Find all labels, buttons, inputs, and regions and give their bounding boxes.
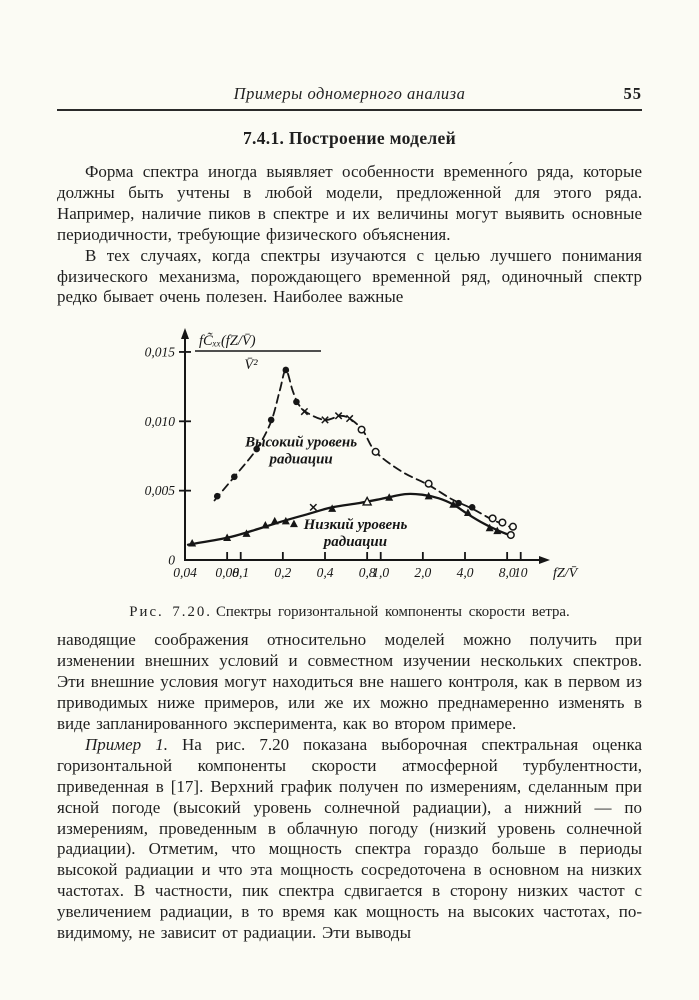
figure-7-20: 0 0,005 0,010 0,015 0,04 0,08 0,1 0,2 0,4 0,8 1,0 2…: [110, 312, 590, 621]
y-axis-label-denominator: V̄²: [244, 357, 258, 373]
y-tick-label: 0,010: [145, 414, 176, 429]
marker-filled-triangle: [281, 517, 290, 525]
spectrum-chart: 0 0,005 0,010 0,015 0,04 0,080,1 0,2 0,4 0,81,0 2…: [145, 328, 579, 581]
x-axis-label: fZ/V̄: [553, 566, 579, 581]
marker-open-circle: [371, 448, 380, 457]
marker-filled-triangle: [328, 504, 337, 513]
marker-filled-circle: [253, 446, 260, 453]
example-lead: Пример 1.: [85, 734, 168, 754]
high-radiation-curve: [213, 369, 514, 530]
x-tick-label: 4,0: [457, 565, 474, 580]
curve-label: Низкий уровень: [303, 517, 408, 533]
marker-filled-circle: [213, 493, 221, 500]
marker-cross: [309, 503, 318, 512]
marker-filled-circle: [293, 398, 300, 406]
marker-cross: [334, 412, 343, 420]
curve-label: Высокий уровень: [244, 435, 357, 451]
marker-filled-triangle: [261, 521, 270, 529]
figure-label: Рис. 7.20.: [129, 604, 213, 621]
marker-filled-triangle: [242, 529, 251, 538]
paragraph-4-text: На рис. 7.20 показана выборочная спектра…: [57, 734, 642, 943]
marker-filled-triangle: [270, 517, 279, 525]
x-tick-label: 0,1: [232, 565, 249, 580]
running-title: Примеры одномерного анализа: [233, 84, 466, 103]
x-tick-label: 0,4: [317, 565, 334, 580]
y-tick-label: 0,015: [145, 345, 176, 360]
y-tick-label: 0,005: [145, 483, 176, 498]
figure-caption: Рис. 7.20. Спектры горизонтальной компоне…: [57, 604, 642, 621]
marker-open-circle: [498, 518, 507, 527]
marker-filled-triangle: [289, 519, 298, 528]
curve-label: радиации: [267, 452, 332, 468]
y-tick-label: 0: [168, 553, 175, 568]
x-axis-arrow: [539, 556, 550, 565]
marker-filled-triangle: [385, 493, 394, 502]
marker-open-circle: [424, 480, 433, 489]
marker-filled-triangle: [449, 500, 458, 509]
marker-filled-circle: [231, 473, 238, 481]
marker-open-circle: [357, 425, 366, 435]
marker-filled-circle: [455, 500, 462, 507]
marker-filled-triangle: [188, 539, 197, 547]
marker-filled-triangle: [485, 524, 494, 532]
marker-filled-circle: [468, 504, 476, 511]
x-tick-label: 1,0: [372, 565, 389, 580]
marker-cross: [300, 408, 309, 416]
x-tick-label: 10: [514, 565, 528, 580]
marker-open-triangle: [361, 496, 373, 506]
paragraph-3: наводящие соображения относительно модел…: [57, 630, 642, 733]
y-axis-label-numerator: fC̃ₓₓ(fZ/V̄): [199, 333, 256, 349]
page-number: 55: [623, 84, 642, 103]
marker-cross: [321, 416, 329, 424]
x-tick-label: 2,0: [414, 565, 431, 580]
paragraph-2: В тех случаях, когда спектры изучаются с…: [57, 245, 642, 307]
section-heading: 7.4.1. Построение моделей: [243, 128, 456, 148]
paragraph-1: Форма спектра иногда выявляет особенност…: [57, 162, 642, 244]
x-tick-label: 8,0: [499, 565, 516, 580]
marker-open-circle: [488, 514, 497, 523]
x-tick-label: 0,08: [215, 565, 239, 580]
marker-open-circle: [506, 531, 515, 540]
marker-filled-circle: [267, 416, 275, 424]
marker-filled-triangle: [463, 508, 472, 517]
marker-filled-triangle: [424, 492, 433, 500]
running-head: Примеры одномерного анализа 55: [57, 84, 642, 108]
header-rule: [57, 109, 642, 111]
x-tick-label: 0,04: [173, 565, 197, 580]
x-tick-label: 0,2: [274, 565, 291, 580]
marker-cross: [345, 415, 354, 423]
marker-filled-triangle: [493, 526, 502, 535]
paragraph-4: Пример 1. На рис. 7.20 показана выборочн…: [57, 735, 642, 944]
marker-filled-circle: [282, 367, 290, 374]
y-axis-arrow: [181, 328, 189, 340]
marker-open-circle: [508, 523, 517, 532]
curve-label: радиации: [322, 534, 387, 550]
figure-caption-text: Спектры горизонтальной компоненты скорос…: [216, 604, 570, 621]
x-tick-label: 0,8: [359, 565, 376, 580]
marker-filled-triangle: [223, 533, 232, 542]
